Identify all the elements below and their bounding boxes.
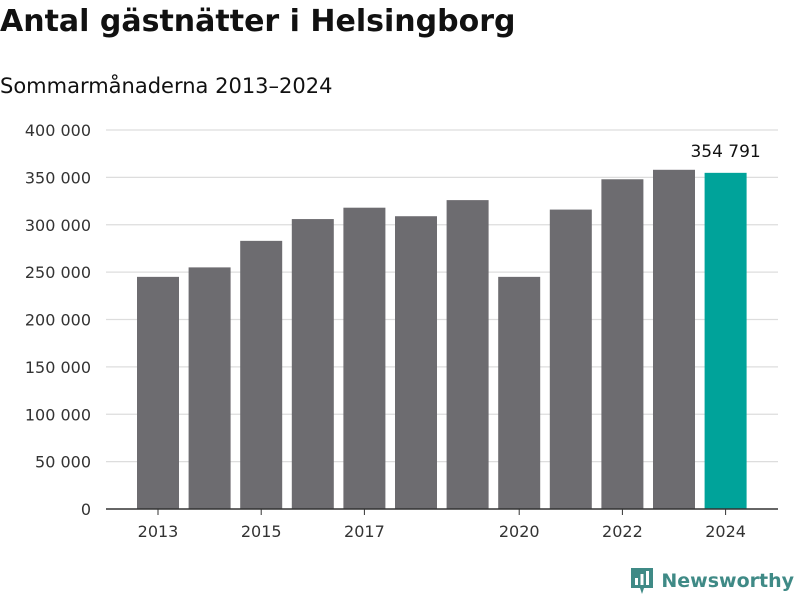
- y-tick-label: 50 000: [35, 453, 91, 472]
- bar-2019: [446, 200, 489, 510]
- bar-2017: [343, 207, 386, 509]
- bar-2014: [188, 267, 231, 509]
- x-tick-label: 2017: [344, 522, 385, 541]
- bar-2021: [549, 209, 592, 509]
- x-tick-label: 2020: [499, 522, 540, 541]
- bar-2022: [601, 179, 644, 509]
- chart-subtitle: Sommarmånaderna 2013–2024: [0, 74, 333, 98]
- y-tick-label: 100 000: [25, 405, 91, 424]
- y-tick-label: 250 000: [25, 263, 91, 282]
- y-tick-label: 400 000: [25, 121, 91, 140]
- bars: [137, 169, 747, 510]
- y-tick-label: 350 000: [25, 168, 91, 187]
- bar-2023: [653, 169, 695, 510]
- y-tick-label: 150 000: [25, 358, 91, 377]
- y-axis-ticks: 0 50 000 100 000 150 000 200 000 250 000 300 0…: [25, 121, 91, 519]
- x-tick-label: 2013: [138, 522, 179, 541]
- y-tick-label: 200 000: [25, 311, 91, 330]
- brand-logo: Newsworthy: [629, 566, 794, 596]
- bar-2016: [291, 219, 334, 509]
- x-tick-label: 2022: [602, 522, 643, 541]
- bar-2018: [395, 216, 437, 509]
- x-tick-label: 2024: [705, 522, 746, 541]
- newsworthy-logo-icon: [631, 568, 654, 594]
- y-tick-label: 300 000: [25, 216, 91, 235]
- bar-2013: [137, 276, 179, 509]
- data-label-2024: 354 791: [690, 142, 760, 162]
- bar-2020: [498, 276, 541, 509]
- chart-title: Antal gästnätter i Helsingborg: [0, 4, 516, 39]
- bar-2024: [704, 172, 747, 510]
- x-tick-label: 2015: [241, 522, 282, 541]
- brand-name: Newsworthy: [661, 570, 794, 592]
- x-axis-ticks: 2013 2015 2017 2020 2022 2024: [138, 509, 746, 541]
- y-tick-label: 0: [81, 500, 91, 519]
- bar-2015: [240, 240, 283, 510]
